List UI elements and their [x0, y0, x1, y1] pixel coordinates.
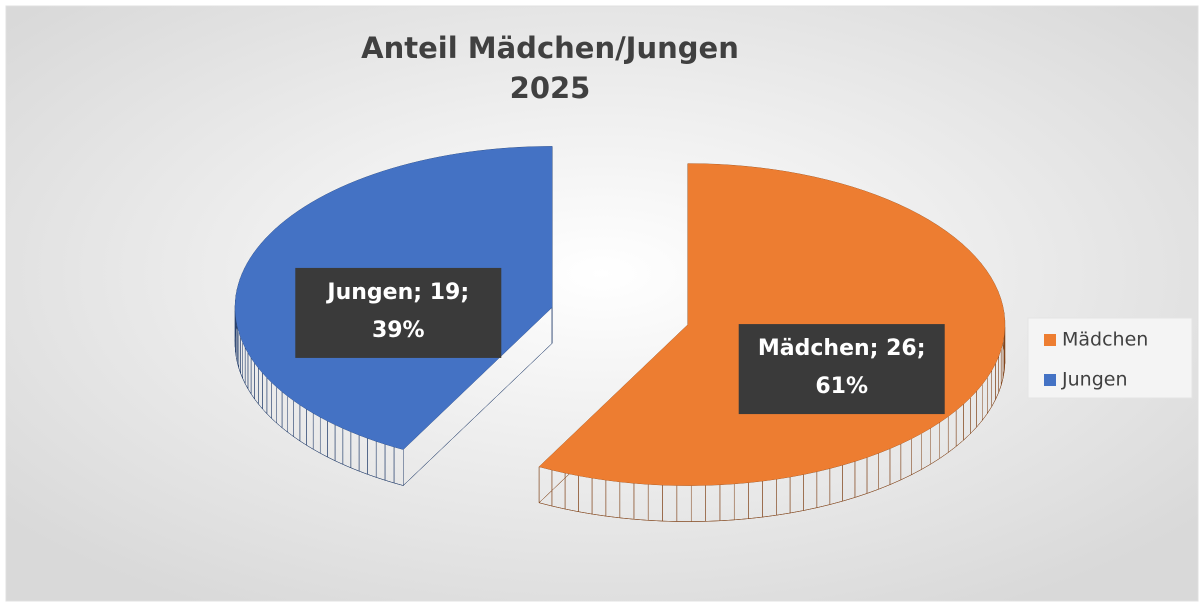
chart-title: Anteil Mädchen/Jungen	[361, 31, 739, 65]
data-label: Jungen; 19;	[325, 280, 469, 305]
legend-label: Jungen	[1061, 369, 1127, 391]
legend-swatch	[1044, 334, 1056, 346]
legend-label: Mädchen	[1062, 329, 1148, 351]
legend-swatch	[1044, 374, 1056, 386]
data-label: 39%	[372, 318, 425, 343]
chart-title: 2025	[510, 71, 591, 105]
data-label: Mädchen; 26;	[758, 336, 926, 361]
chart-background	[5, 5, 1199, 602]
data-label-box	[295, 267, 502, 358]
data-label: 61%	[815, 374, 868, 399]
data-label-box	[738, 324, 945, 415]
